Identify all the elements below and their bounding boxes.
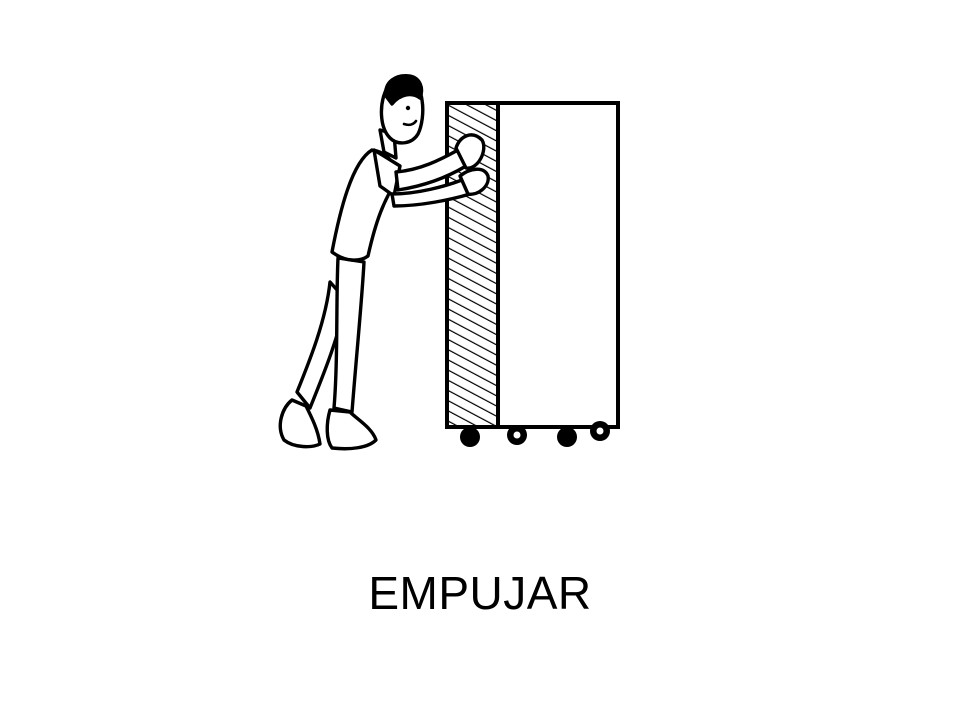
person-shoe xyxy=(325,408,378,451)
person-pushing-cart-icon xyxy=(278,74,620,451)
person-leg xyxy=(332,256,366,414)
person-hand xyxy=(454,133,486,170)
caption: EMPUJAR xyxy=(368,567,592,619)
person xyxy=(278,74,490,451)
person-hair xyxy=(384,74,424,106)
cart-wheel xyxy=(557,427,577,447)
cart-body xyxy=(496,101,620,429)
person-hand xyxy=(458,167,490,196)
cart-wheel xyxy=(460,427,480,447)
person-shoe xyxy=(278,398,322,449)
